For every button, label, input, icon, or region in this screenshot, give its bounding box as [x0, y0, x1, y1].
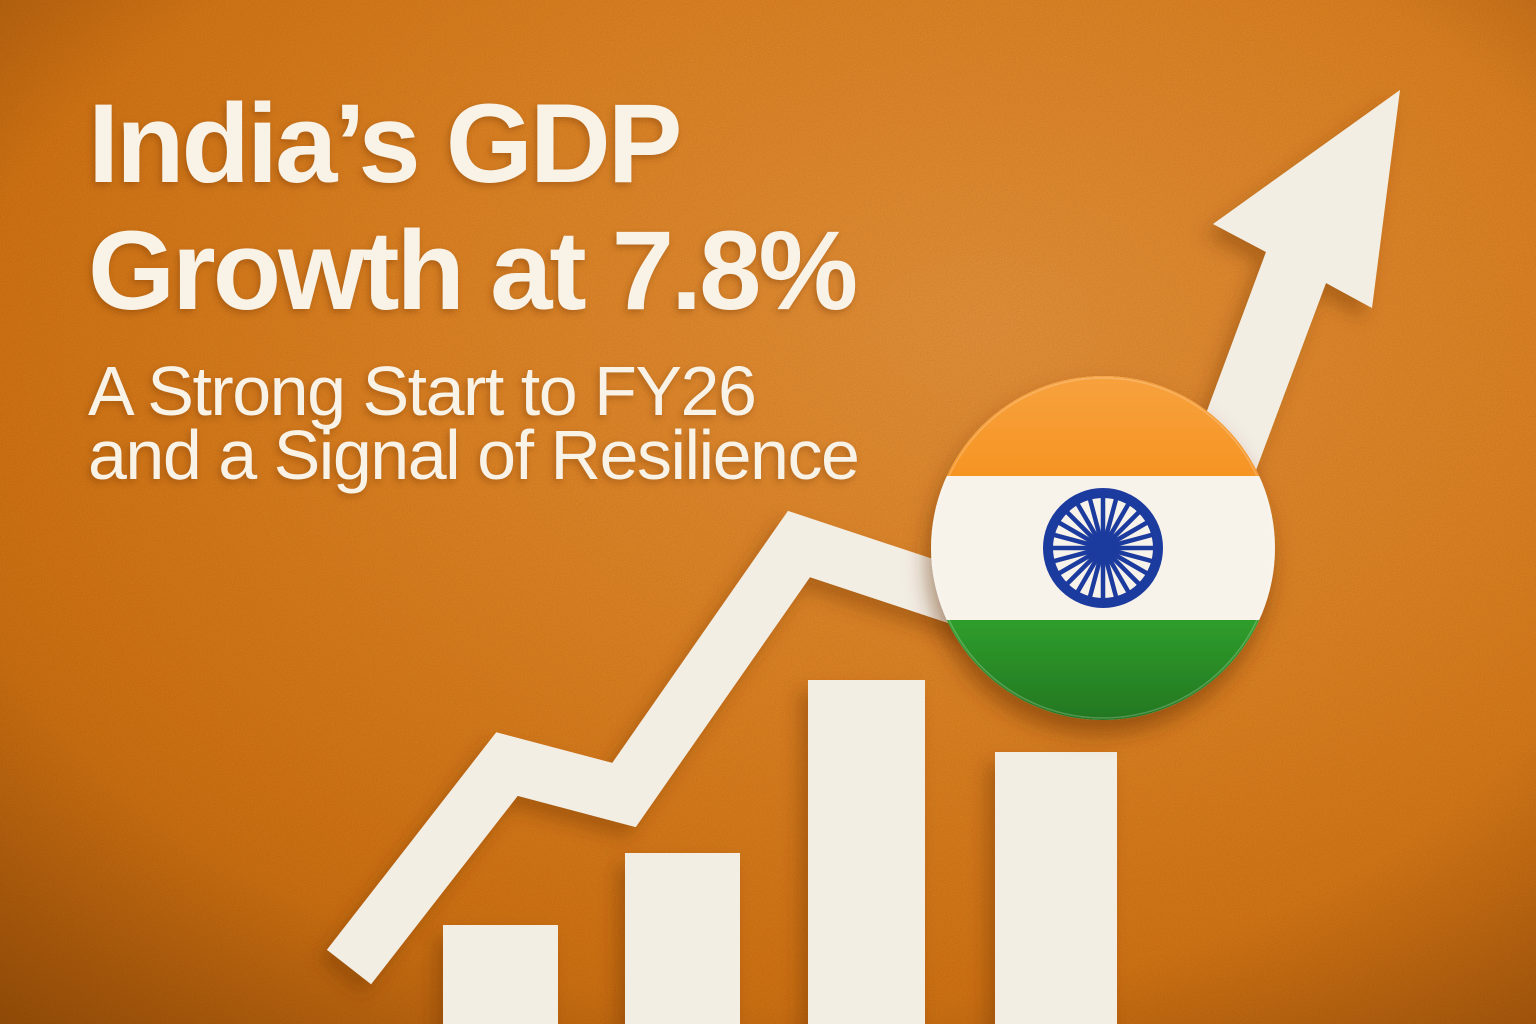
growth-line [326, 510, 1049, 985]
headline-line-1: India’s GDP [88, 81, 682, 206]
bar [995, 752, 1117, 1024]
badge-shading [931, 376, 1275, 720]
headline: India’s GDP Growth at 7.8% [88, 81, 858, 334]
bar [808, 680, 925, 1024]
bar-chart [443, 680, 1117, 1024]
subtitle: A Strong Start to FY26 and a Signal of R… [88, 352, 860, 495]
badge-rim-highlight [932, 377, 1274, 719]
bar [625, 853, 740, 1024]
subtitle-line-2: and a Signal of Resilience [88, 416, 860, 495]
subtitle-line-1: A Strong Start to FY26 [88, 352, 757, 431]
trend-arrow-icon [1172, 90, 1400, 529]
bar [443, 925, 558, 1024]
hero-text-block: India’s GDP Growth at 7.8% A Strong Star… [88, 81, 860, 495]
headline-line-2: Growth at 7.8% [88, 207, 858, 333]
